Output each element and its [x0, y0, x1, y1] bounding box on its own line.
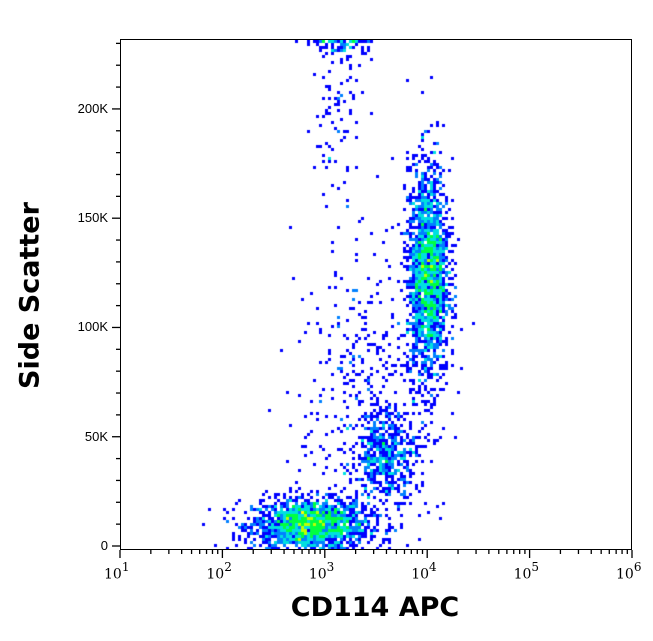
- x-tick-label: 105: [513, 560, 540, 583]
- plot-area: [120, 39, 632, 550]
- x-tick-label: 102: [206, 560, 232, 583]
- y-tick-label: 100K: [77, 319, 108, 335]
- x-tick-label: 104: [411, 560, 437, 583]
- x-tick-label: 106: [616, 560, 642, 583]
- x-tick-label: 103: [308, 560, 335, 583]
- y-tick-label: 200K: [77, 100, 108, 116]
- y-tick-label: 150K: [77, 210, 108, 226]
- y-tick-label: 50K: [84, 428, 108, 444]
- y-tick-label: 0: [100, 538, 108, 553]
- x-tick-label: 101: [104, 560, 130, 583]
- scatter-dots: [121, 40, 631, 549]
- y-axis-label: Side Scatter: [14, 202, 46, 389]
- x-axis-label: CD114 APC: [290, 592, 460, 623]
